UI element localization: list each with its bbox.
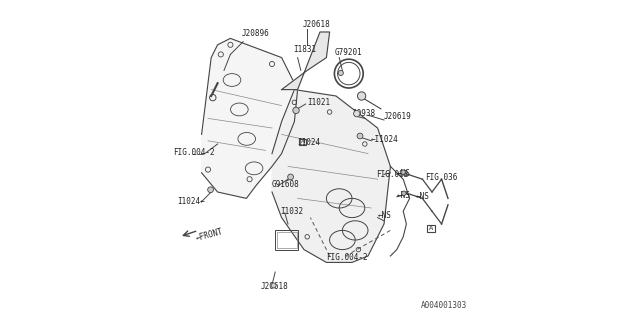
Text: ←NS: ←NS (397, 169, 411, 178)
Text: FIG.004-2: FIG.004-2 (173, 148, 214, 156)
Bar (275, 230, 298, 250)
Text: 10938: 10938 (352, 109, 375, 118)
Circle shape (338, 70, 343, 76)
Circle shape (293, 107, 300, 114)
Circle shape (357, 133, 363, 139)
Text: I1032: I1032 (280, 207, 303, 216)
Circle shape (288, 174, 293, 180)
Circle shape (354, 110, 360, 117)
Text: J20618: J20618 (302, 20, 330, 28)
Text: ←I1024: ←I1024 (371, 135, 399, 144)
Text: ←NS: ←NS (416, 192, 430, 201)
Text: A004001303: A004001303 (421, 301, 467, 310)
Text: J20618: J20618 (261, 282, 289, 291)
Text: FIG.036: FIG.036 (426, 173, 458, 182)
Polygon shape (202, 38, 298, 198)
Text: ←NS: ←NS (397, 191, 411, 200)
Bar (277, 232, 297, 248)
Polygon shape (282, 32, 330, 90)
Polygon shape (272, 90, 390, 262)
Circle shape (402, 191, 406, 196)
Text: I1831: I1831 (292, 45, 316, 54)
Circle shape (401, 170, 406, 174)
Text: A: A (429, 226, 433, 231)
Text: FIG.082: FIG.082 (376, 170, 408, 179)
Circle shape (357, 92, 366, 100)
Text: I1021: I1021 (307, 98, 330, 107)
Text: ←FRONT: ←FRONT (195, 227, 225, 243)
Circle shape (271, 283, 276, 288)
Text: FIG.004-2: FIG.004-2 (326, 253, 368, 262)
Circle shape (207, 187, 214, 193)
Text: G91608: G91608 (271, 180, 299, 188)
Text: J20896: J20896 (242, 29, 269, 38)
Text: A: A (301, 139, 304, 144)
Text: J20619: J20619 (384, 112, 412, 121)
Text: I1024←: I1024← (178, 197, 205, 206)
Text: G79201: G79201 (334, 48, 362, 57)
Text: ←NS: ←NS (378, 212, 392, 220)
Text: I1024: I1024 (298, 138, 321, 147)
